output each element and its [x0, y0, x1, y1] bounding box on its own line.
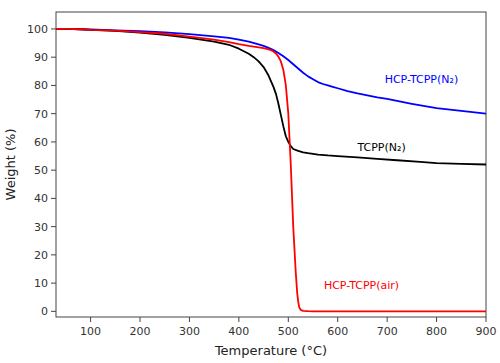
y-tick-label: 70	[34, 108, 48, 121]
y-tick	[51, 198, 56, 199]
y-tick	[51, 226, 56, 227]
series-line	[56, 29, 486, 114]
x-tick-label: 800	[426, 325, 447, 338]
x-tick	[288, 317, 289, 322]
x-tick	[238, 317, 239, 322]
x-tick-label: 200	[130, 325, 151, 338]
y-tick	[51, 85, 56, 86]
y-tick	[51, 141, 56, 142]
y-tick-label: 100	[27, 23, 48, 36]
curve-label: TCPP(N₂)	[356, 141, 405, 154]
y-tick	[51, 283, 56, 284]
y-tick	[51, 170, 56, 171]
x-tick	[90, 317, 91, 322]
y-tick-label: 90	[34, 51, 48, 64]
y-axis-label: Weight (%)	[3, 129, 18, 201]
curve-label: HCP-TCPP(N₂)	[385, 73, 459, 86]
x-tick	[189, 317, 190, 322]
y-tick-label: 10	[34, 277, 48, 290]
plot-frame	[56, 12, 486, 317]
y-tick-label: 50	[34, 164, 48, 177]
y-tick	[51, 28, 56, 29]
y-tick-label: 30	[34, 221, 48, 234]
y-tick	[51, 311, 56, 312]
x-tick-label: 900	[476, 325, 497, 338]
lines	[56, 29, 486, 311]
x-tick	[486, 317, 487, 322]
series-line	[56, 29, 486, 311]
x-tick-label: 700	[377, 325, 398, 338]
x-tick-label: 100	[80, 325, 101, 338]
y-tick-label: 40	[34, 192, 48, 205]
x-tick	[337, 317, 338, 322]
x-tick-label: 500	[278, 325, 299, 338]
y-tick	[51, 57, 56, 58]
chart: 100 200 300 400 500 600 700 800 900 0 10 20 30 40 50 60…	[0, 0, 500, 363]
x-tick-label: 300	[179, 325, 200, 338]
y-tick-label: 0	[41, 305, 48, 318]
x-tick-label: 400	[228, 325, 249, 338]
y-tick	[51, 113, 56, 114]
y-tick	[51, 254, 56, 255]
x-tick	[140, 317, 141, 322]
x-axis-label: Temperature (°C)	[214, 343, 327, 358]
y-tick-label: 20	[34, 249, 48, 262]
x-tick	[436, 317, 437, 322]
x-tick-label: 600	[327, 325, 348, 338]
y-tick-label: 80	[34, 79, 48, 92]
y-tick-label: 60	[34, 136, 48, 149]
curve-label: HCP-TCPP(air)	[324, 279, 399, 292]
x-tick	[387, 317, 388, 322]
